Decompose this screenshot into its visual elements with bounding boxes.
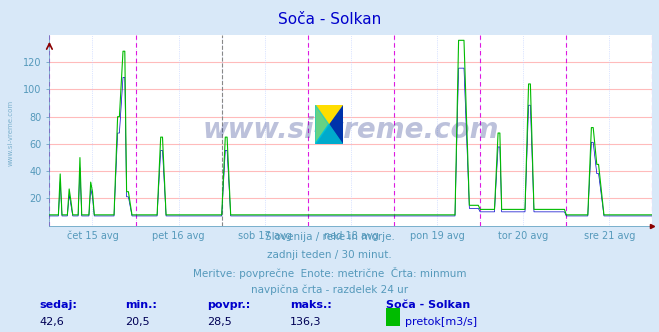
Text: 42,6: 42,6 bbox=[40, 317, 65, 327]
Polygon shape bbox=[315, 105, 343, 144]
Text: www.si-vreme.com: www.si-vreme.com bbox=[8, 100, 14, 166]
Text: min.:: min.: bbox=[125, 300, 157, 310]
Text: sedaj:: sedaj: bbox=[40, 300, 77, 310]
Text: 28,5: 28,5 bbox=[208, 317, 233, 327]
Text: Meritve: povprečne  Enote: metrične  Črta: minmum: Meritve: povprečne Enote: metrične Črta:… bbox=[192, 267, 467, 279]
Text: zadnji teden / 30 minut.: zadnji teden / 30 minut. bbox=[267, 250, 392, 260]
Polygon shape bbox=[315, 105, 329, 144]
Text: povpr.:: povpr.: bbox=[208, 300, 251, 310]
Text: www.si-vreme.com: www.si-vreme.com bbox=[203, 116, 499, 144]
Text: 136,3: 136,3 bbox=[290, 317, 322, 327]
Polygon shape bbox=[315, 124, 343, 144]
Text: 20,5: 20,5 bbox=[125, 317, 150, 327]
Text: maks.:: maks.: bbox=[290, 300, 331, 310]
Text: Slovenija / reke in morje.: Slovenija / reke in morje. bbox=[264, 232, 395, 242]
Text: pretok[m3/s]: pretok[m3/s] bbox=[405, 317, 477, 327]
Polygon shape bbox=[315, 105, 343, 144]
Text: Soča - Solkan: Soča - Solkan bbox=[278, 12, 381, 27]
Text: navpična črta - razdelek 24 ur: navpična črta - razdelek 24 ur bbox=[251, 284, 408, 295]
Text: Soča - Solkan: Soča - Solkan bbox=[386, 300, 470, 310]
